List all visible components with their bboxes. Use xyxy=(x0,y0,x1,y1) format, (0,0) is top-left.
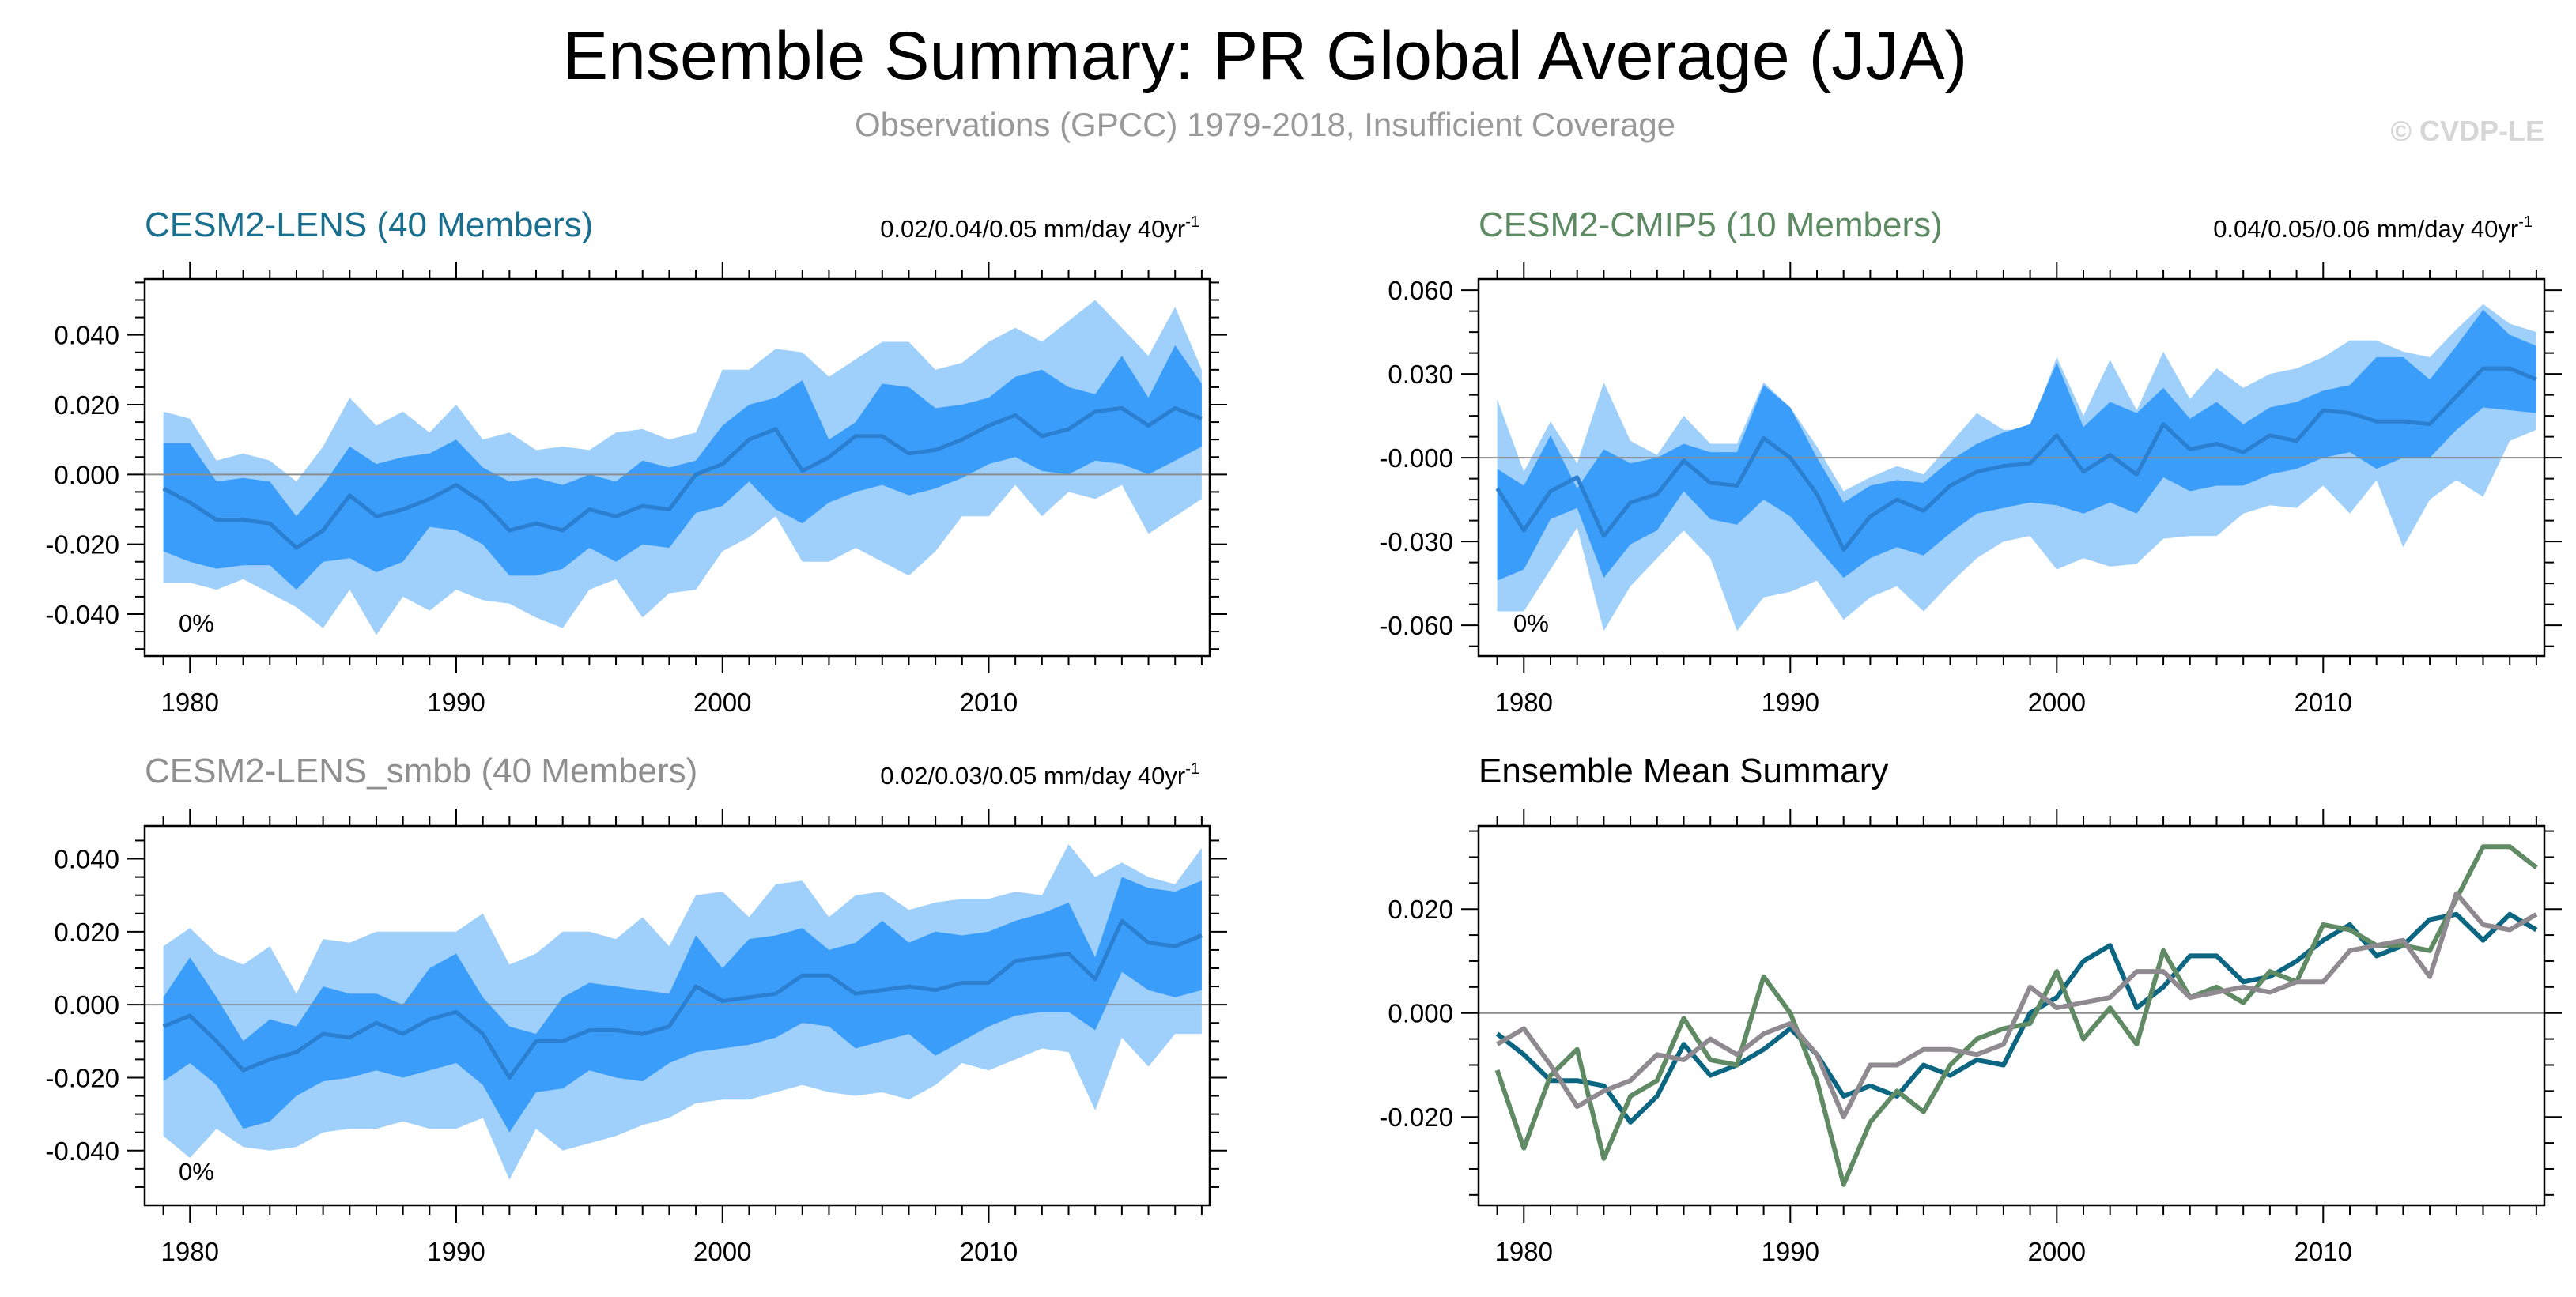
x-tick-label: 1990 xyxy=(427,1237,485,1266)
trend-stat: 0.02/0.03/0.05 mm/day 40yr-1 xyxy=(880,760,1199,790)
y-tick-label: -0.020 xyxy=(1379,1103,1453,1132)
y-tick-label: -0.040 xyxy=(45,600,119,629)
plot-frame xyxy=(143,277,1211,658)
trend-stat: 0.02/0.04/0.05 mm/day 40yr-1 xyxy=(880,213,1199,243)
y-tick-label: 0.000 xyxy=(1388,999,1453,1028)
plot-area xyxy=(145,844,1210,1180)
y-tick-label: -0.060 xyxy=(1379,611,1453,640)
x-tick-label: 1980 xyxy=(1495,688,1553,717)
x-tick-label: 2000 xyxy=(2028,688,2086,717)
ensemble-mean-line xyxy=(162,918,1203,1080)
inner-range-band xyxy=(163,345,1202,590)
y-tick-label: -0.030 xyxy=(1379,527,1453,556)
y-tick-label: 0.030 xyxy=(1388,360,1453,389)
watermark: © CVDP-LE xyxy=(2390,115,2544,147)
panel-cesm2-cmip5: CESM2-CMIP5 (10 Members) 0.04/0.05/0.06 … xyxy=(1379,205,2562,717)
plot-frame xyxy=(1477,824,2546,1207)
y-tick-label: 0.060 xyxy=(1388,276,1453,305)
x-tick-label: 2010 xyxy=(2295,1237,2352,1266)
x-tick-label: 2010 xyxy=(2295,688,2352,717)
plot-area xyxy=(1479,844,2544,1187)
percent-label: 0% xyxy=(179,1158,214,1186)
x-tick-label: 1990 xyxy=(427,688,485,717)
percent-label: 0% xyxy=(1513,609,1549,637)
x-tick-label: 2000 xyxy=(693,1237,751,1266)
figure-title: Ensemble Summary: PR Global Average (JJA… xyxy=(563,18,1967,94)
x-tick-label: 1980 xyxy=(161,1237,219,1266)
plot-area xyxy=(1479,304,2544,632)
panel-cesm2-lens-smbb: CESM2-LENS_smbb (40 Members) 0.02/0.03/0… xyxy=(45,752,1227,1266)
y-tick-label: -0.020 xyxy=(45,530,119,560)
x-tick-label: 1980 xyxy=(161,688,219,717)
inner-range-band xyxy=(1497,309,2536,581)
ensemble-mean-line xyxy=(1495,366,2537,552)
y-tick-label: 0.000 xyxy=(54,990,119,1020)
percent-label: 0% xyxy=(179,609,214,637)
panel-title: Ensemble Mean Summary xyxy=(1479,752,1888,790)
axis-ticks xyxy=(1461,262,2562,673)
ensemble-mean-line xyxy=(162,405,1203,550)
panel-title: CESM2-LENS_smbb (40 Members) xyxy=(145,752,697,790)
y-tick-label: 0.020 xyxy=(54,918,119,947)
y-tick-label: 0.000 xyxy=(54,460,119,489)
x-tick-label: 1990 xyxy=(1762,1237,1819,1266)
y-tick-label: 0.040 xyxy=(54,321,119,350)
series-line-cesm2-cmip5 xyxy=(1494,844,2538,1187)
y-tick-label: 0.040 xyxy=(54,845,119,874)
x-tick-label: 2000 xyxy=(693,688,751,717)
x-tick-label: 1990 xyxy=(1762,688,1819,717)
axis-ticks xyxy=(1461,809,2562,1223)
plot-frame xyxy=(143,824,1211,1207)
panel-ensemble-mean-summary: Ensemble Mean Summary -0.020 0.000 0.020 19… xyxy=(1379,752,2562,1266)
x-tick-label: 2010 xyxy=(960,1237,1018,1266)
x-tick-label: 1980 xyxy=(1495,1237,1553,1266)
panel-cesm2-lens: CESM2-LENS (40 Members) 0.02/0.04/0.05 m… xyxy=(45,205,1227,717)
y-tick-label: -0.000 xyxy=(1379,443,1453,473)
y-tick-label: -0.020 xyxy=(45,1063,119,1092)
axis-ticks xyxy=(127,262,1227,673)
x-tick-label: 2000 xyxy=(2028,1237,2086,1266)
figure-subtitle: Observations (GPCC) 1979-2018, Insuffici… xyxy=(855,106,1675,143)
y-tick-label: -0.040 xyxy=(45,1137,119,1166)
plot-frame xyxy=(1477,277,2546,658)
plot-area xyxy=(145,300,1210,635)
y-tick-label: 0.020 xyxy=(1388,895,1453,924)
series-line-cesm2-lens-smbb xyxy=(1496,891,2538,1120)
panel-title: CESM2-CMIP5 (10 Members) xyxy=(1479,205,1943,244)
panel-title: CESM2-LENS (40 Members) xyxy=(145,205,593,244)
axis-ticks xyxy=(127,809,1227,1223)
y-tick-label: 0.020 xyxy=(54,390,119,420)
trend-stat: 0.04/0.05/0.06 mm/day 40yr-1 xyxy=(2213,213,2533,243)
x-tick-label: 2010 xyxy=(960,688,1018,717)
